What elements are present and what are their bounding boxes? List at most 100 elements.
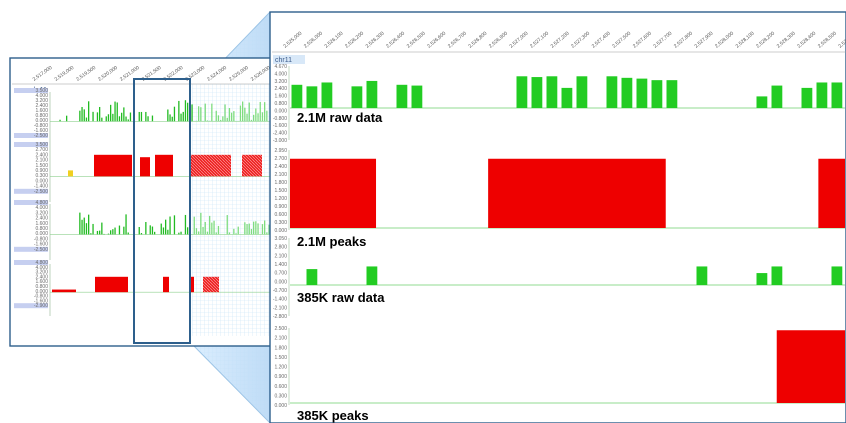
- zoom-axis-tick: 3.200: [274, 79, 287, 85]
- overview-axis-tick: 0.900: [35, 168, 48, 174]
- overview-axis-tick: 2.400: [35, 152, 48, 158]
- overview-raw-bar: [266, 110, 268, 122]
- overview-raw-bar: [90, 233, 92, 235]
- overview-peak-block: [52, 289, 76, 293]
- zoom-raw-bar: [801, 87, 813, 108]
- overview-raw-bar: [253, 221, 255, 235]
- overview-raw-bar: [200, 212, 202, 235]
- overview-raw-bar: [171, 116, 173, 122]
- overview-raw-bar: [123, 107, 125, 122]
- overview-raw-bar: [160, 223, 162, 235]
- zoom-axis-tick: 0.000: [274, 279, 287, 285]
- overview-raw-bar: [191, 104, 193, 122]
- zoom-axis-tick: 0.800: [274, 101, 287, 107]
- zoom-chrom-label: chr11: [275, 57, 292, 64]
- overview-raw-bar: [125, 116, 127, 122]
- overview-raw-bar: [112, 113, 114, 122]
- zoom-raw-bar: [696, 266, 708, 285]
- overview-axis-tick: 1.500: [35, 163, 48, 169]
- overview-raw-bar: [140, 111, 143, 122]
- overview-raw-bar: [246, 113, 248, 122]
- overview-raw-bar: [261, 112, 264, 122]
- zoom-raw-bar: [651, 80, 663, 108]
- zoom-axis-tick: 1.800: [274, 345, 287, 351]
- track-label: 385K raw data: [297, 290, 385, 305]
- zoom-axis-tick: -1.600: [273, 123, 287, 129]
- overview-raw-bar: [162, 227, 165, 235]
- overview-raw-bar: [250, 228, 253, 235]
- zoom-axis-tick: 0.000: [274, 403, 287, 409]
- overview-axis-tick: 2.400: [35, 216, 48, 222]
- overview-axis-tick: 4.800: [35, 200, 48, 206]
- overview-raw-bar: [220, 119, 222, 122]
- zoom-axis-tick: -1.400: [273, 297, 287, 303]
- overview-raw-bar: [85, 223, 88, 235]
- overview-raw-bar: [239, 105, 242, 122]
- overview-raw-bar: [248, 223, 250, 235]
- overview-peak-block: [68, 170, 73, 177]
- zoom-axis-tick: 3.050: [274, 236, 287, 242]
- overview-raw-bar: [180, 231, 182, 235]
- zoom-raw-bar: [606, 76, 618, 108]
- overview-raw-bar: [129, 112, 132, 122]
- overview-axis-tick: -1.600: [34, 298, 48, 304]
- overview-raw-bar: [110, 230, 112, 235]
- overview-raw-bar: [202, 226, 204, 235]
- overview-raw-bar: [215, 232, 217, 235]
- overview-axis-tick: 2.700: [35, 147, 48, 153]
- zoom-axis-tick: 0.600: [274, 212, 287, 218]
- zoom-raw-bar: [366, 80, 378, 108]
- zoom-raw-bar: [531, 77, 543, 108]
- zoom-raw-bar: [411, 85, 423, 108]
- zoom-axis-tick: 4.670: [274, 64, 287, 70]
- overview-raw-bar: [96, 112, 99, 122]
- overview-raw-bar: [211, 222, 213, 235]
- overview-raw-bar: [242, 101, 244, 122]
- overview-peak-block: [95, 276, 128, 293]
- overview-axis-tick: 0.000: [35, 289, 48, 295]
- zoom-axis-tick: -3.000: [273, 138, 287, 144]
- overview-peak-block: [190, 154, 231, 177]
- zoom-raw-bar: [771, 266, 783, 285]
- overview-axis-tick: 2.400: [35, 103, 48, 109]
- zoom-raw-bar: [636, 78, 648, 108]
- overview-raw-bar: [107, 114, 110, 122]
- overview-raw-bar: [244, 222, 246, 235]
- zoom-axis-tick: 0.700: [274, 271, 287, 277]
- zoom-raw-bar: [366, 266, 378, 285]
- overview-axis-tick: 4.000: [35, 265, 48, 271]
- zoom-axis-tick: 1.200: [274, 196, 287, 202]
- overview-raw-bar: [123, 226, 125, 235]
- overview-axis-tick: 1.600: [35, 108, 48, 114]
- overview-raw-bar: [246, 224, 248, 235]
- overview-raw-bar: [257, 223, 259, 235]
- overview-peak-block: [190, 276, 194, 293]
- overview-axis-tick: -0.800: [34, 236, 48, 242]
- overview-raw-bar: [88, 214, 90, 235]
- zoom-axis-tick: 0.900: [274, 204, 287, 210]
- overview-peak-block: [94, 154, 132, 177]
- overview-raw-bar: [99, 106, 101, 122]
- overview-axis-tick: 3.200: [35, 210, 48, 216]
- overview-raw-bar: [215, 110, 217, 122]
- overview-raw-bar: [88, 101, 90, 122]
- zoom-raw-bar: [816, 82, 828, 108]
- zoom-axis-tick: 2.400: [274, 86, 287, 92]
- zoom-raw-bar: [831, 82, 843, 108]
- zoom-axis-tick: 0.000: [274, 108, 287, 114]
- overview-raw-bar: [228, 232, 231, 235]
- zoom-axis-tick: 0.600: [274, 384, 287, 390]
- selected-region-box[interactable]: [133, 78, 191, 344]
- overview-raw-bar: [165, 219, 167, 235]
- overview-raw-bar: [127, 232, 129, 235]
- overview-panel: 2,517,000 2,519,000 2,519,500 2,520,000 2,52…: [9, 57, 294, 347]
- overview-raw-bar: [101, 117, 103, 122]
- zoom-axis-tick: 2.700: [274, 156, 287, 162]
- overview-raw-bar: [259, 102, 261, 122]
- overview-raw-bar: [228, 108, 231, 122]
- zoom-raw-bar: [516, 76, 528, 108]
- overview-raw-bar: [224, 104, 226, 122]
- overview-axis-tick: -1.600: [34, 128, 48, 134]
- zoom-raw-bar: [666, 80, 678, 108]
- overview-raw-bar: [204, 221, 206, 235]
